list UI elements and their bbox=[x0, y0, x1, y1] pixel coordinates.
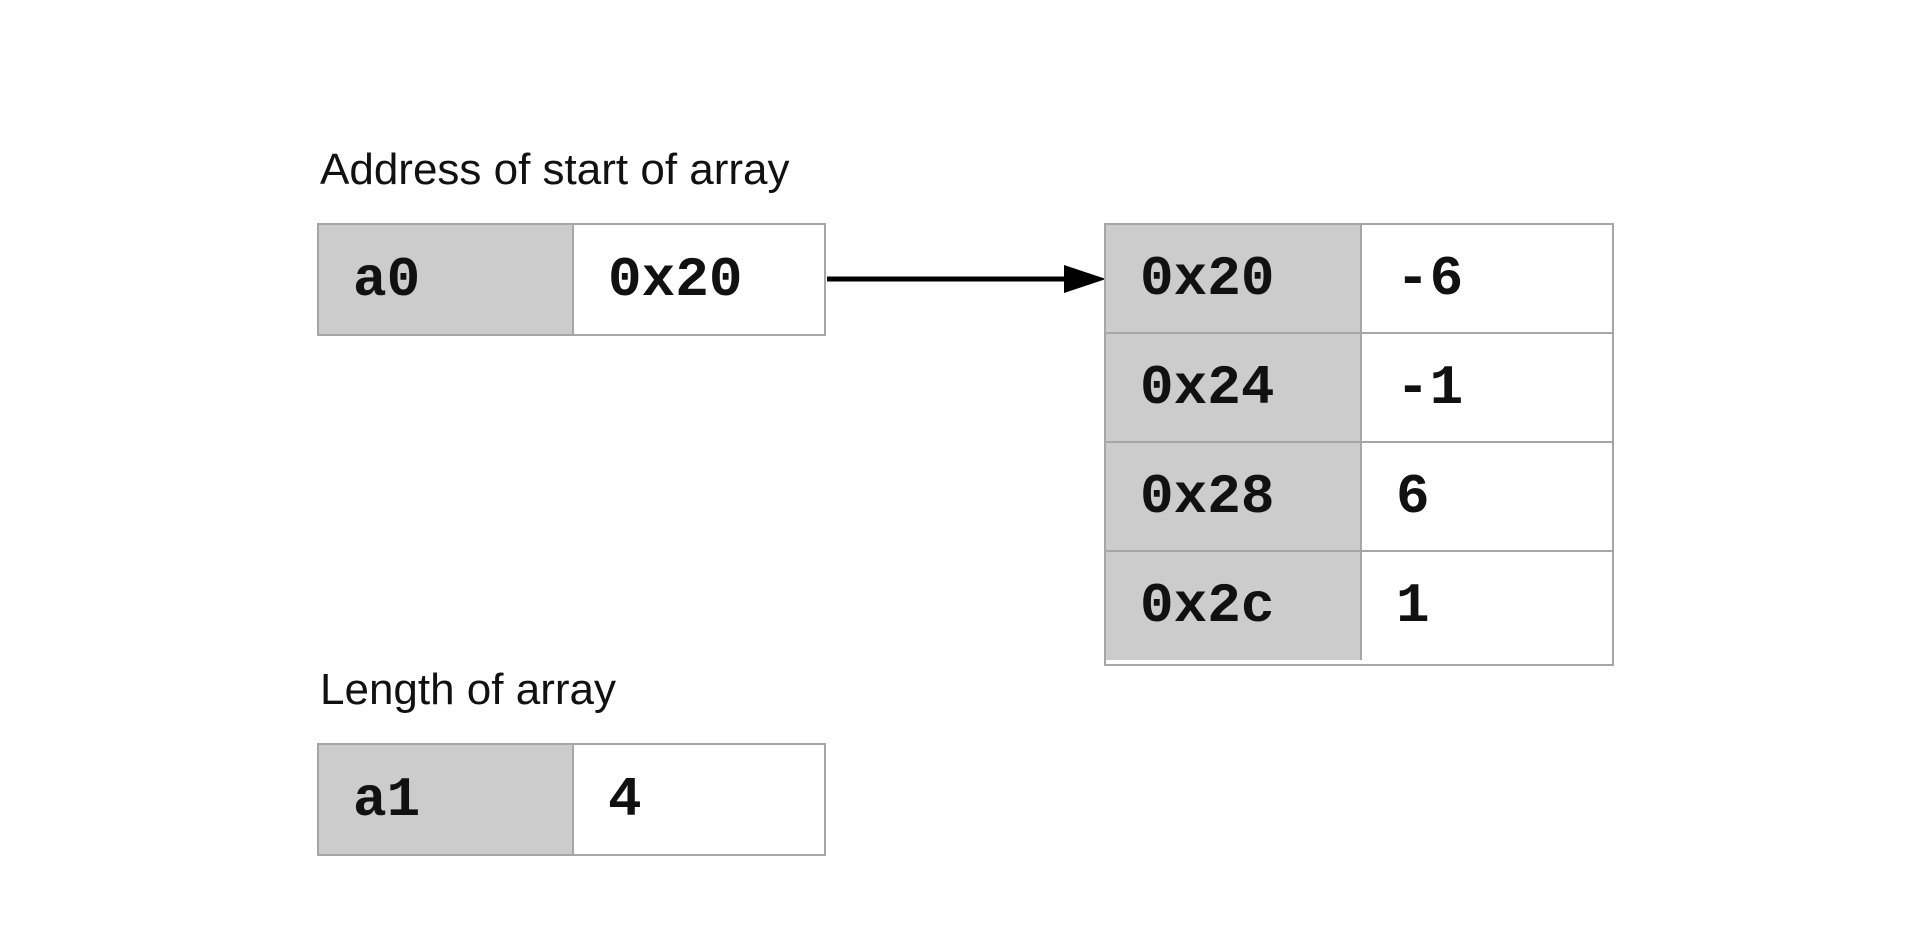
memory-row: 0x20 -6 bbox=[1106, 225, 1612, 334]
register-a1-name: a1 bbox=[319, 745, 574, 854]
arrow-head bbox=[1064, 265, 1106, 293]
memory-row: 0x2c 1 bbox=[1106, 552, 1612, 660]
memory-address: 0x28 bbox=[1106, 443, 1362, 550]
register-a0-value: 0x20 bbox=[574, 225, 824, 334]
memory-array: 0x20 -6 0x24 -1 0x28 6 0x2c 1 bbox=[1104, 223, 1614, 666]
length-caption: Length of array bbox=[320, 665, 616, 714]
memory-address: 0x24 bbox=[1106, 334, 1362, 441]
memory-address: 0x2c bbox=[1106, 552, 1362, 660]
memory-value: -6 bbox=[1362, 225, 1612, 332]
register-a1-value: 4 bbox=[574, 745, 824, 854]
memory-value: 1 bbox=[1362, 552, 1612, 660]
memory-value: 6 bbox=[1362, 443, 1612, 550]
register-a1: a1 4 bbox=[317, 743, 826, 856]
memory-row: 0x28 6 bbox=[1106, 443, 1612, 552]
address-caption: Address of start of array bbox=[320, 145, 790, 194]
register-a0-name: a0 bbox=[319, 225, 574, 334]
memory-value: -1 bbox=[1362, 334, 1612, 441]
memory-row: 0x24 -1 bbox=[1106, 334, 1612, 443]
register-a0: a0 0x20 bbox=[317, 223, 826, 336]
memory-address: 0x20 bbox=[1106, 225, 1362, 332]
